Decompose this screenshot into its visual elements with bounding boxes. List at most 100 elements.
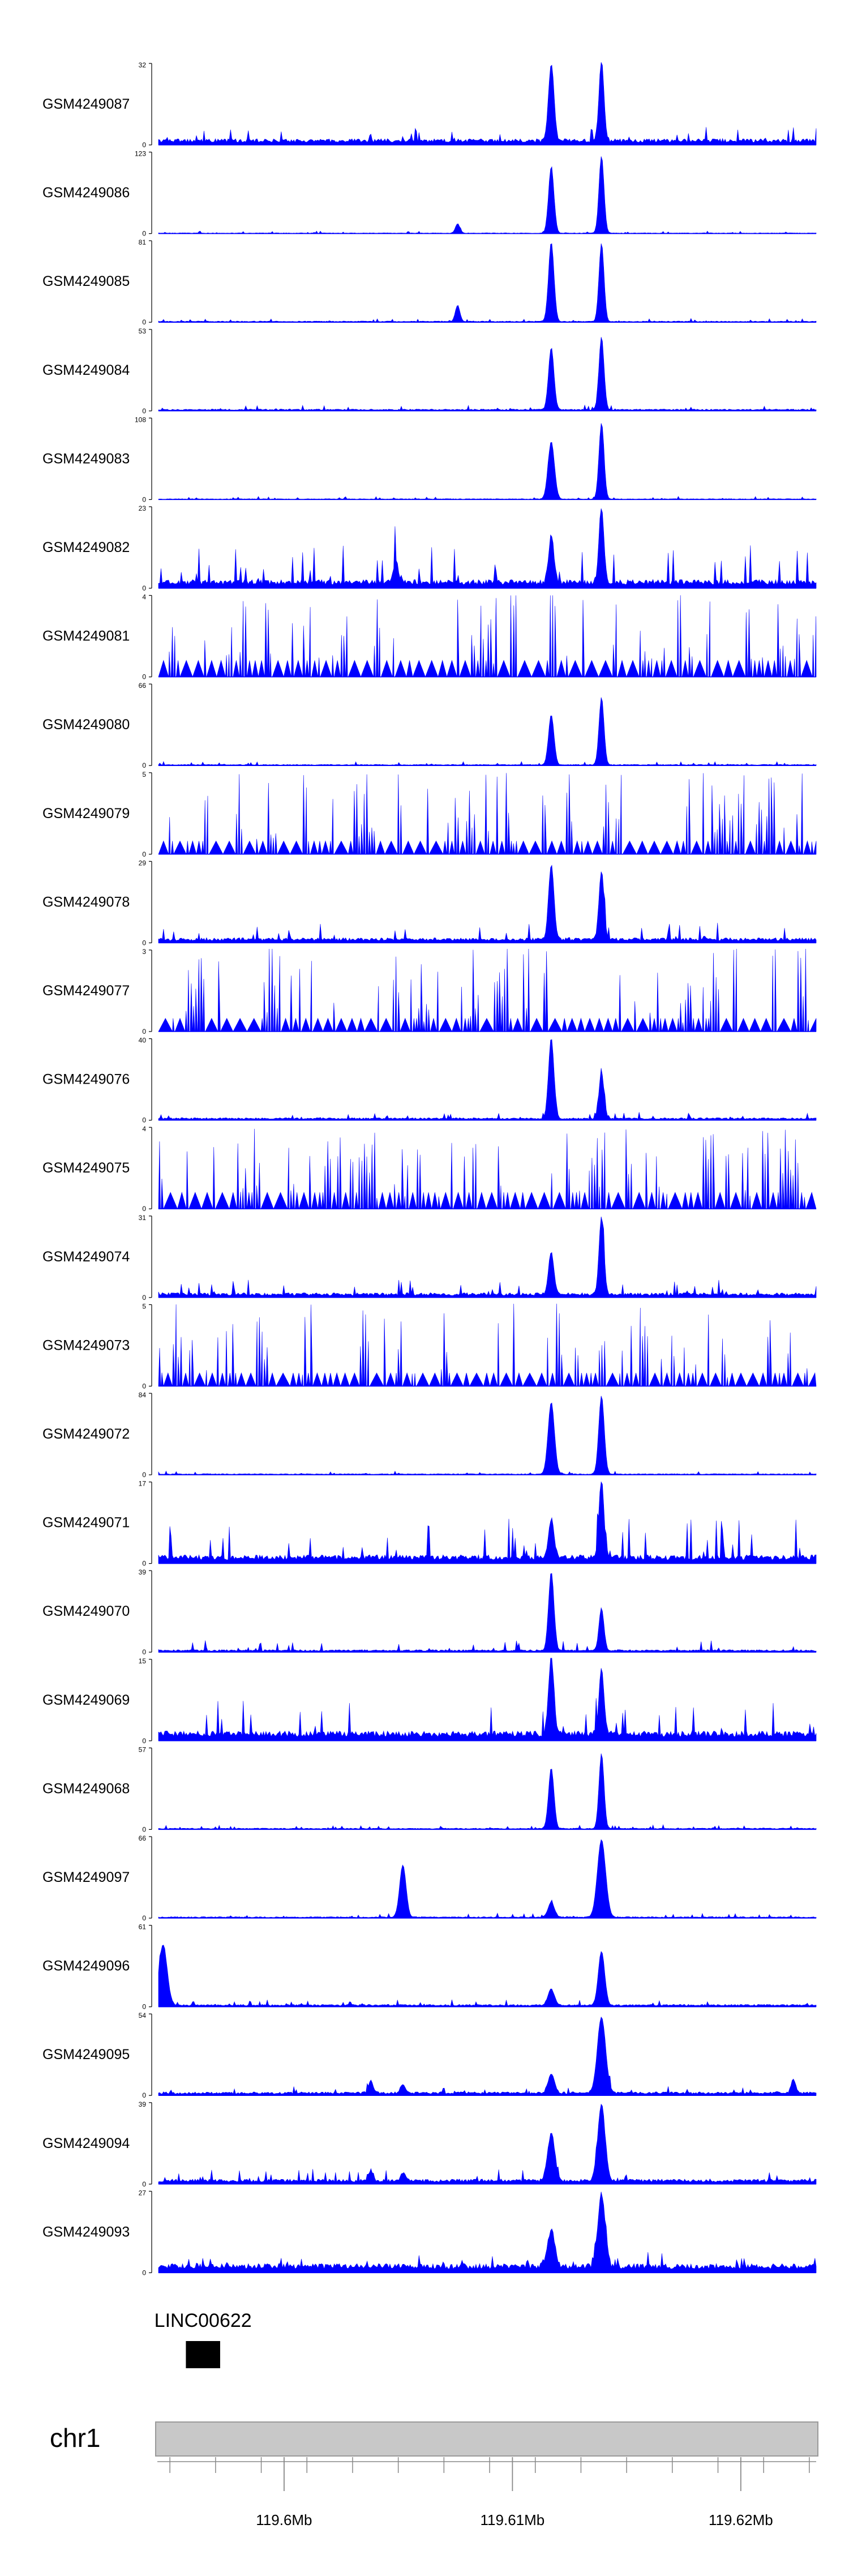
track-name: GSM4249070	[42, 1603, 130, 1619]
coverage-area	[158, 1396, 817, 1475]
track-name: GSM4249086	[42, 185, 130, 201]
coverage-area	[158, 773, 817, 855]
coverage-area	[158, 1481, 817, 1564]
track-ymax-label: 15	[139, 1657, 147, 1665]
track-ymax-label: 66	[139, 1834, 147, 1842]
chromosome-track: chr1 119.6Mb 119.61Mb 119.62Mb	[50, 2421, 818, 2528]
track-ymin-label: 0	[142, 761, 146, 769]
track-name: GSM4249082	[42, 540, 130, 555]
track-name: GSM4249084	[42, 362, 130, 378]
track-GSM4249086: GSM4249086 123 0	[42, 150, 817, 238]
coverage-area	[158, 1128, 817, 1210]
track-GSM4249083: GSM4249083 108 0	[42, 416, 817, 503]
track-ymin-label: 0	[142, 1737, 146, 1745]
coverage-tracks: GSM4249087320GSM42490861230GSM4249085810…	[42, 61, 817, 2277]
track-ymax-label: 23	[139, 504, 147, 512]
track-name: GSM4249075	[42, 1160, 130, 1176]
track-ymax-label: 57	[139, 1745, 147, 1753]
track-GSM4249074: GSM4249074 31 0	[42, 1214, 817, 1302]
track-GSM4249076: GSM4249076 40 0	[42, 1037, 817, 1124]
track-ymax-label: 27	[139, 2189, 147, 2197]
chromosome-bar	[155, 2421, 818, 2457]
track-ymax-label: 108	[135, 416, 146, 423]
track-name: GSM4249083	[42, 451, 130, 467]
track-GSM4249078: GSM4249078 29 0	[42, 859, 817, 947]
track-GSM4249068: GSM4249068 57 0	[42, 1745, 817, 1833]
track-ymin-label: 0	[142, 2180, 146, 2188]
coverage-area	[158, 1839, 817, 1919]
track-name: GSM4249068	[42, 1781, 130, 1796]
track-ymin-label: 0	[142, 1471, 146, 1479]
track-ymin-label: 0	[142, 2269, 146, 2277]
track-GSM4249085: GSM4249085 81 0	[42, 238, 817, 326]
track-GSM4249077: GSM4249077 3 0	[42, 948, 817, 1035]
track-ymax-label: 3	[142, 948, 146, 956]
coverage-area	[158, 1216, 817, 1298]
coverage-area	[158, 156, 817, 234]
track-ymax-label: 123	[135, 150, 146, 158]
track-ymin-label: 0	[142, 1914, 146, 1922]
track-ymax-label: 4	[142, 593, 146, 601]
track-ymin-label: 0	[142, 1825, 146, 1833]
coverage-area	[158, 1303, 817, 1387]
track-ymax-label: 81	[139, 238, 147, 246]
track-GSM4249093: GSM4249093 27 0	[42, 2189, 817, 2277]
coverage-area	[158, 948, 817, 1033]
track-ymax-label: 61	[139, 1923, 147, 1931]
track-name: GSM4249076	[42, 1072, 130, 1088]
track-ymin-label: 0	[142, 939, 146, 947]
track-GSM4249094: GSM4249094 39 0	[42, 2100, 817, 2188]
axis-tick-label: 119.6Mb	[256, 2511, 312, 2528]
coverage-area	[158, 1573, 817, 1653]
track-name: GSM4249078	[42, 894, 130, 910]
axis-tick-label: 119.61Mb	[481, 2511, 545, 2528]
track-ymax-label: 54	[139, 2012, 147, 2019]
track-GSM4249095: GSM4249095 54 0	[42, 2012, 817, 2099]
track-GSM4249082: GSM4249082 23 0	[42, 504, 817, 592]
coverage-area	[158, 865, 817, 943]
track-GSM4249069: GSM4249069 15 0	[42, 1657, 817, 1745]
track-ymin-label: 0	[142, 673, 146, 681]
track-ymin-label: 0	[142, 2091, 146, 2099]
track-ymax-label: 29	[139, 859, 147, 867]
track-name: GSM4249081	[42, 628, 130, 644]
track-ymin-label: 0	[142, 1028, 146, 1035]
track-ymin-label: 0	[142, 584, 146, 592]
track-name: GSM4249077	[42, 983, 130, 999]
track-name: GSM4249087	[42, 96, 130, 112]
track-ymax-label: 39	[139, 1568, 147, 1576]
coverage-area	[158, 62, 817, 146]
genomic-axis: 119.6Mb 119.61Mb 119.62Mb	[157, 2457, 816, 2528]
coverage-area	[158, 697, 817, 766]
track-GSM4249087: GSM4249087 32 0	[42, 61, 817, 149]
coverage-area	[158, 1039, 817, 1120]
coverage-area	[158, 337, 817, 412]
track-ymin-label: 0	[142, 141, 146, 149]
track-ymin-label: 0	[142, 1205, 146, 1213]
coverage-area	[158, 423, 817, 500]
track-GSM4249079: GSM4249079 5 0	[42, 771, 817, 858]
gene-label: LINC00622	[155, 2310, 252, 2331]
track-GSM4249080: GSM4249080 66 0	[42, 682, 817, 769]
track-name: GSM4249097	[42, 1869, 130, 1885]
track-name: GSM4249072	[42, 1426, 130, 1442]
track-ymin-label: 0	[142, 495, 146, 503]
track-name: GSM4249096	[42, 1958, 130, 1974]
track-ymax-label: 17	[139, 1480, 147, 1488]
track-ymax-label: 53	[139, 327, 147, 335]
track-name: GSM4249094	[42, 2136, 130, 2151]
track-ymax-label: 32	[139, 61, 147, 69]
track-name: GSM4249085	[42, 273, 130, 289]
track-name: GSM4249074	[42, 1249, 130, 1265]
coverage-area	[158, 1658, 817, 1741]
track-GSM4249070: GSM4249070 39 0	[42, 1568, 817, 1656]
track-ymax-label: 5	[142, 1302, 146, 1310]
track-name: GSM4249071	[42, 1515, 130, 1531]
track-GSM4249084: GSM4249084 53 0	[42, 327, 817, 415]
track-ymin-label: 0	[142, 1648, 146, 1656]
coverage-area	[158, 243, 817, 323]
track-GSM4249071: GSM4249071 17 0	[42, 1480, 817, 1568]
track-GSM4249081: GSM4249081 4 0	[42, 593, 817, 681]
chromosome-label: chr1	[50, 2423, 100, 2453]
